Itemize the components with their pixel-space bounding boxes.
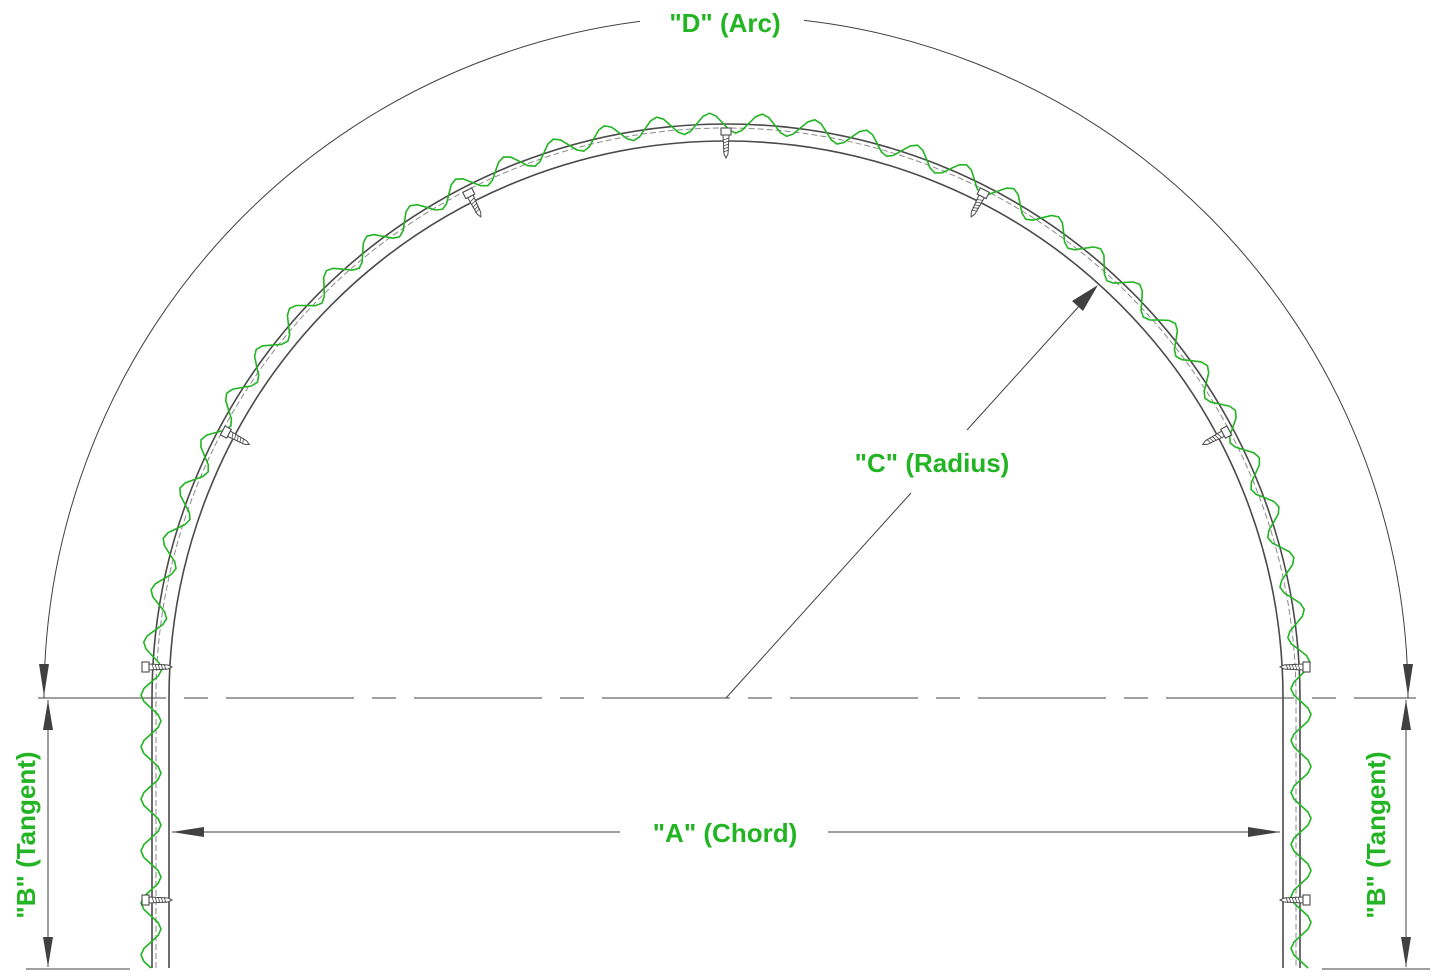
screw-thread [1285, 896, 1301, 904]
arc-label: "D" (Arc) [669, 8, 780, 38]
tangent-left-arrow-bottom-icon [43, 937, 53, 967]
arch-outer-line [151, 123, 1301, 968]
radius-arrow-icon [1072, 285, 1098, 311]
chord-label: "A" (Chord) [653, 818, 798, 848]
arc-dimension-line [43, 15, 1409, 699]
screw-head [1219, 425, 1233, 439]
corrugated-panel [140, 112, 1312, 969]
tangent-left-label: "B" (Tangent) [11, 751, 41, 918]
screw-thread [151, 896, 167, 904]
screw-head [1302, 894, 1311, 906]
screw-icon [461, 187, 482, 218]
screw-icon [1278, 894, 1311, 906]
screw-icon [1278, 661, 1311, 673]
screw-thread [971, 199, 984, 212]
chord-arrow-left-icon [172, 827, 204, 837]
arc-label-mask [640, 4, 804, 44]
tangent-right-arrow-top-icon [1401, 700, 1411, 730]
screw-icon [1201, 425, 1233, 446]
screw-head [976, 187, 991, 200]
screw-icon [219, 425, 251, 446]
fasteners-group [141, 127, 1311, 906]
screw-thread [1206, 433, 1223, 444]
screw-shaft [1201, 430, 1226, 446]
screw-thread [722, 137, 730, 153]
chord-arrow-right-icon [1248, 827, 1280, 837]
arc-arrow-left-icon [39, 664, 49, 696]
screw-icon [141, 661, 174, 673]
screw-head [219, 425, 233, 439]
radius-leader-line [725, 492, 912, 699]
tangent-right-arrow-bottom-icon [1401, 937, 1411, 967]
screw-head [141, 894, 150, 906]
screw-head [461, 187, 476, 200]
screw-head [720, 127, 732, 136]
tangent-right-label: "B" (Tangent) [1361, 751, 1391, 918]
screw-thread [151, 663, 167, 671]
screw-thread [469, 197, 481, 214]
radius-leader-line-upper [966, 293, 1091, 431]
screw-thread [231, 432, 244, 445]
screw-head [1302, 661, 1311, 673]
radius-label: "C" (Radius) [855, 448, 1010, 478]
screw-icon [141, 894, 174, 906]
screw-head [141, 661, 150, 673]
screw-shaft [226, 430, 251, 446]
tangent-left-arrow-top-icon [43, 700, 53, 730]
arc-arrow-right-icon [1403, 664, 1413, 696]
screw-thread [1285, 663, 1301, 671]
screw-icon [970, 187, 991, 218]
screw-icon [720, 127, 732, 160]
